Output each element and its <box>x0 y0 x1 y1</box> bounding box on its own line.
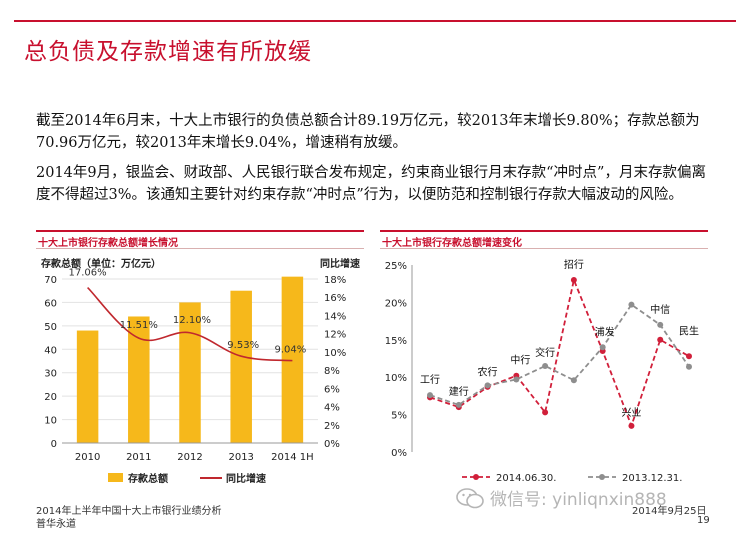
footer-page-number: 19 <box>697 515 710 526</box>
chart2-data-point <box>628 301 635 308</box>
chart2-y-tick-label: 10% <box>385 373 407 384</box>
chart1-x-tick-label: 2010 <box>75 452 100 463</box>
chart1-bar <box>179 302 201 443</box>
chart1-bar <box>281 276 304 443</box>
chart1-title: 十大上市银行存款总额增长情况 <box>38 238 178 249</box>
watermark-text: 微信号: yinliqnxin888 <box>490 490 667 510</box>
chart1-y-axis-title: 存款总额（单位：万亿元） <box>41 257 161 270</box>
chart1-y2-tick-label: 6% <box>324 384 340 395</box>
chart2-data-point <box>657 336 664 343</box>
chart2-data-point <box>628 422 635 429</box>
chart2-data-point <box>513 376 520 383</box>
chart2-title: 十大上市银行存款总额增速变化 <box>382 238 522 249</box>
title-rule <box>14 20 736 22</box>
chart2-legend-label-2014: 2014.06.30. <box>496 473 556 484</box>
chart2-series-line <box>429 276 690 429</box>
chart1-y-tick-label: 0 <box>51 439 57 450</box>
chart2-y-tick-label: 15% <box>385 336 407 347</box>
chart1-sub-rule <box>36 248 364 249</box>
chart1-bar <box>128 316 150 443</box>
chart2-data-point <box>570 377 577 384</box>
chart2-data-point <box>599 344 606 351</box>
chart2-category-label: 民生 <box>679 324 699 337</box>
chart1-growth-data-label: 12.10% <box>173 315 211 326</box>
chart1-title-rule <box>36 230 364 232</box>
chart1-y2-tick-label: 12% <box>324 330 346 341</box>
chart1-y2-tick-label: 8% <box>324 366 340 377</box>
chart2-category-label: 中信 <box>650 303 670 316</box>
chart2-category-label: 建行 <box>449 385 469 398</box>
chart2-category-label: 中行 <box>510 354 530 367</box>
chart2-data-point <box>686 353 692 360</box>
chart2-legend-label-2013: 2013.12.31. <box>622 473 682 484</box>
chart2-data-point <box>484 382 491 389</box>
chart2-category-label: 浦发 <box>595 325 615 338</box>
chart1-y2-tick-label: 14% <box>324 311 346 322</box>
chart2-data-point <box>570 276 577 283</box>
paragraph-liabilities: 截至2014年6月末，十大上市银行的负债总额合计89.19万亿元，较2013年末… <box>36 113 700 151</box>
chart1-y2-axis-title: 同比增速 <box>320 257 360 270</box>
chart1-y-tick-label: 60 <box>44 298 57 309</box>
chart2-data-point <box>657 321 664 328</box>
chart2-category-label: 招行 <box>564 258 584 271</box>
chart1-x-tick-label: 2014 1H <box>271 452 314 463</box>
chart1-bar <box>230 290 252 443</box>
chart1-legend-bar-label: 存款总额 <box>128 472 168 485</box>
chart1-y2-tick-label: 2% <box>324 421 340 432</box>
chart1-y2-tick-label: 16% <box>324 293 346 304</box>
chart1-legend-line-label: 同比增速 <box>226 472 266 485</box>
chart2-legend-marker-2013 <box>599 474 605 480</box>
chart1-bar <box>76 330 99 443</box>
chart1-growth-data-label: 9.53% <box>227 340 259 351</box>
chart2-sub-rule <box>380 248 708 249</box>
paragraph-regulation: 2014年9月，银监会、财政部、人民银行联合发布规定，约束商业银行月末存款“冲时… <box>36 165 706 203</box>
chart1-x-tick-label: 2012 <box>177 452 202 463</box>
chart1-growth-data-label: 17.06% <box>69 268 107 279</box>
chart1-legend-bar-swatch <box>108 473 123 482</box>
chart1-growth-data-label: 9.04% <box>275 345 307 356</box>
chart1-growth-line <box>87 286 293 362</box>
chart1-y2-tick-label: 18% <box>324 275 346 286</box>
chart2-y-tick-label: 0% <box>391 448 407 459</box>
chart2-category-label: 农行 <box>478 365 498 378</box>
chart2-legend-marker-2014 <box>473 474 479 480</box>
chart2-y-tick-label: 5% <box>391 411 407 422</box>
chart1-y2-tick-label: 4% <box>324 403 340 414</box>
chart2-series-line <box>429 303 690 406</box>
chart2-category-label: 交行 <box>535 346 555 359</box>
chart1-y2-tick-label: 10% <box>324 348 346 359</box>
chart2-category-label: 工行 <box>420 373 440 386</box>
chart2-data-point <box>542 409 549 416</box>
chart2-y-tick-label: 20% <box>385 298 407 309</box>
chart2-data-point <box>686 363 692 370</box>
footer-date: 2014年9月25日 <box>632 506 707 517</box>
chart1-y-tick-label: 40 <box>44 345 57 356</box>
footer-company: 普华永道 <box>36 519 76 530</box>
chart2-data-point <box>542 362 549 369</box>
footer-report-title: 2014年上半年中国十大上市银行业绩分析 <box>36 506 222 517</box>
wechat-icon <box>456 488 484 509</box>
chart1-y-tick-label: 70 <box>44 275 57 286</box>
chart1-y-tick-label: 20 <box>44 392 57 403</box>
chart2-y-tick-label: 25% <box>385 261 407 272</box>
chart1-y-tick-label: 10 <box>44 416 57 427</box>
chart1-y-tick-label: 30 <box>44 369 57 380</box>
chart2-data-point <box>455 401 462 408</box>
chart2-category-label: 兴业 <box>621 407 641 419</box>
chart1-x-tick-label: 2013 <box>228 452 253 463</box>
chart2-data-point <box>427 392 433 399</box>
chart1-y2-tick-label: 0% <box>324 439 340 450</box>
chart1-y-tick-label: 50 <box>44 322 57 333</box>
chart2-title-rule <box>380 230 708 232</box>
chart1-x-tick-label: 2011 <box>126 452 151 463</box>
chart1-growth-data-label: 11.51% <box>120 320 158 331</box>
slide-title: 总负债及存款增速有所放缓 <box>24 39 312 65</box>
